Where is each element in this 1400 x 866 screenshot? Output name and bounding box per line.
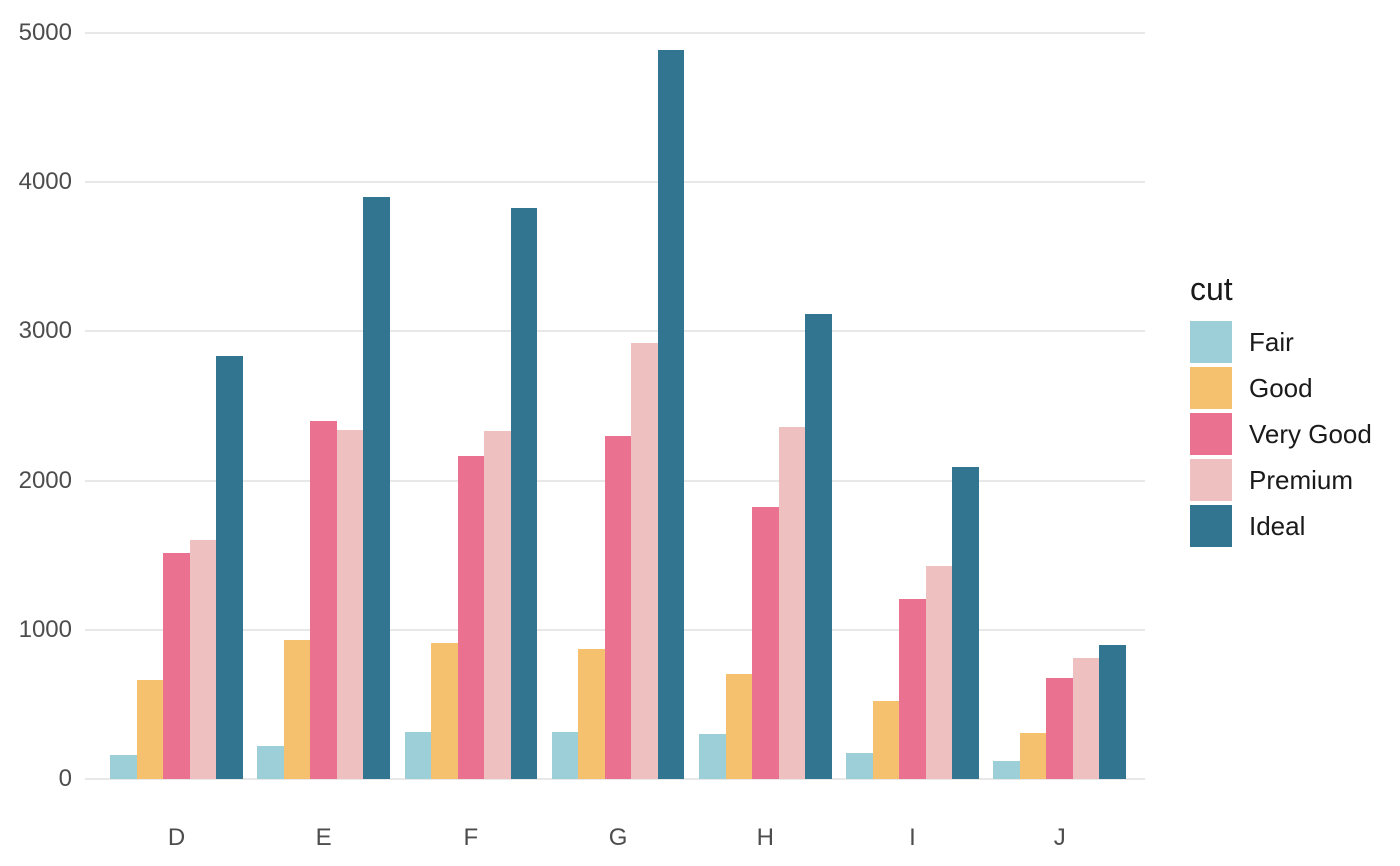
bar-fair-H [699,733,726,779]
gridline-y-5000 [85,32,1145,34]
bar-fair-J [993,761,1020,779]
legend-items: Fair Good Very Good Premium Ideal [1190,321,1372,547]
bar-premium-G [631,342,658,779]
bar-fair-E [257,745,284,779]
bar-premium-E [336,430,364,779]
bar-good-J [1019,733,1047,779]
bar-good-G [578,649,605,779]
x-tick-label-H: H [756,824,774,851]
legend-label: Premium [1249,464,1354,495]
x-tick-label-I: I [909,824,916,851]
y-tick-label-3000: 3000 [18,317,72,345]
bar-very-good-J [1046,677,1073,779]
bar-premium-H [778,426,806,779]
gridline-y-3000 [85,330,1145,333]
legend-label: Fair [1249,326,1294,357]
legend-key-swatch [1190,505,1232,547]
bar-good-D [136,680,164,779]
bar-good-I [872,701,900,779]
legend-title: cut [1190,271,1233,307]
x-tick-label-F: F [463,824,479,851]
legend-item-very-good: Very Good [1190,413,1372,455]
bar-premium-I [925,565,953,779]
bar-premium-D [189,539,217,779]
bar-ideal-D [216,356,243,779]
bar-fair-F [404,732,432,779]
bar-good-E [283,639,311,779]
legend-item-premium: Premium [1190,459,1372,501]
bar-premium-F [484,431,511,779]
bar-premium-J [1072,658,1100,779]
bar-very-good-G [604,435,632,779]
y-tick-label-5000: 5000 [18,19,72,46]
legend-key-swatch [1190,321,1232,363]
bar-ideal-H [805,314,832,779]
bar-ideal-G [657,50,685,779]
legend-item-ideal: Ideal [1190,505,1372,547]
legend-item-good: Good [1190,367,1372,409]
legend-label: Good [1249,372,1313,403]
y-tick-label-4000: 4000 [18,168,72,196]
y-tick-label-0: 0 [58,765,72,792]
y-tick-label-2000: 2000 [18,466,72,494]
gridline-y-0 [85,778,1145,780]
bar-ideal-E [363,196,390,779]
bar-good-F [431,643,458,779]
bar-very-good-D [163,553,190,779]
legend-key-swatch [1190,413,1232,455]
legend-item-fair: Fair [1190,321,1372,363]
x-tick-label-D: D [167,824,186,851]
legend-key-swatch [1190,367,1232,409]
bar-fair-D [110,754,137,779]
legend: cut Fair Good Very Good Premium Ideal [1190,270,1372,551]
x-tick-label-G: G [608,824,628,851]
bar-very-good-H [752,506,779,779]
gridline-y-4000 [85,181,1145,184]
bar-ideal-F [510,208,538,779]
bar-ideal-I [952,466,979,779]
legend-key-swatch [1190,459,1232,501]
bar-ideal-J [1099,645,1126,779]
bar-very-good-I [899,599,926,779]
bar-very-good-F [457,456,485,779]
bar-good-H [725,674,753,779]
legend-label: Ideal [1249,510,1306,541]
legend-label: Very Good [1249,418,1372,449]
y-tick-label-1000: 1000 [18,615,72,643]
bar-very-good-E [310,420,337,779]
bar-fair-I [846,752,873,779]
bar-fair-G [551,732,579,779]
x-tick-label-J: J [1053,824,1066,851]
x-tick-label-E: E [315,824,332,851]
